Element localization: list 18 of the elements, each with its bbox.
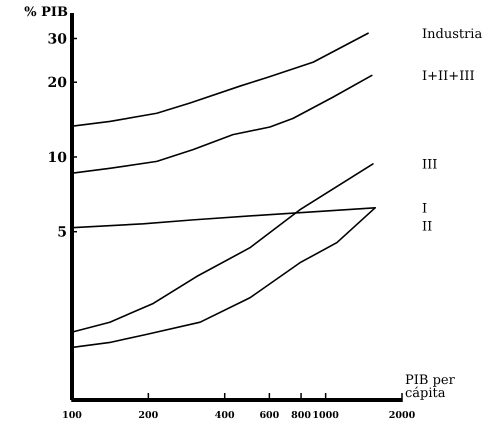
x-tick-label: 200: [138, 410, 159, 421]
text: I: [422, 201, 428, 216]
text: Industria: [422, 26, 482, 42]
x-tick-label: 400: [214, 410, 236, 421]
x-tick-label: 600: [259, 410, 280, 421]
x-tick-label: 100: [62, 410, 82, 421]
y-tick-label: 5: [57, 224, 67, 241]
y-tick-label: 10: [48, 150, 68, 166]
y-tick-label: 20: [48, 75, 68, 92]
x-axis-title: PIB per cápita: [405, 373, 456, 401]
x-tick-label: 1000: [312, 410, 340, 421]
text: III: [422, 158, 438, 173]
y-axis-title: % PIB: [24, 5, 68, 20]
y-tick-label: 30: [48, 31, 68, 48]
text: II: [422, 219, 432, 234]
x-tick-label: 2000: [388, 410, 416, 421]
x-tick-label: 800: [291, 410, 312, 421]
text: I+II+III: [422, 68, 475, 84]
